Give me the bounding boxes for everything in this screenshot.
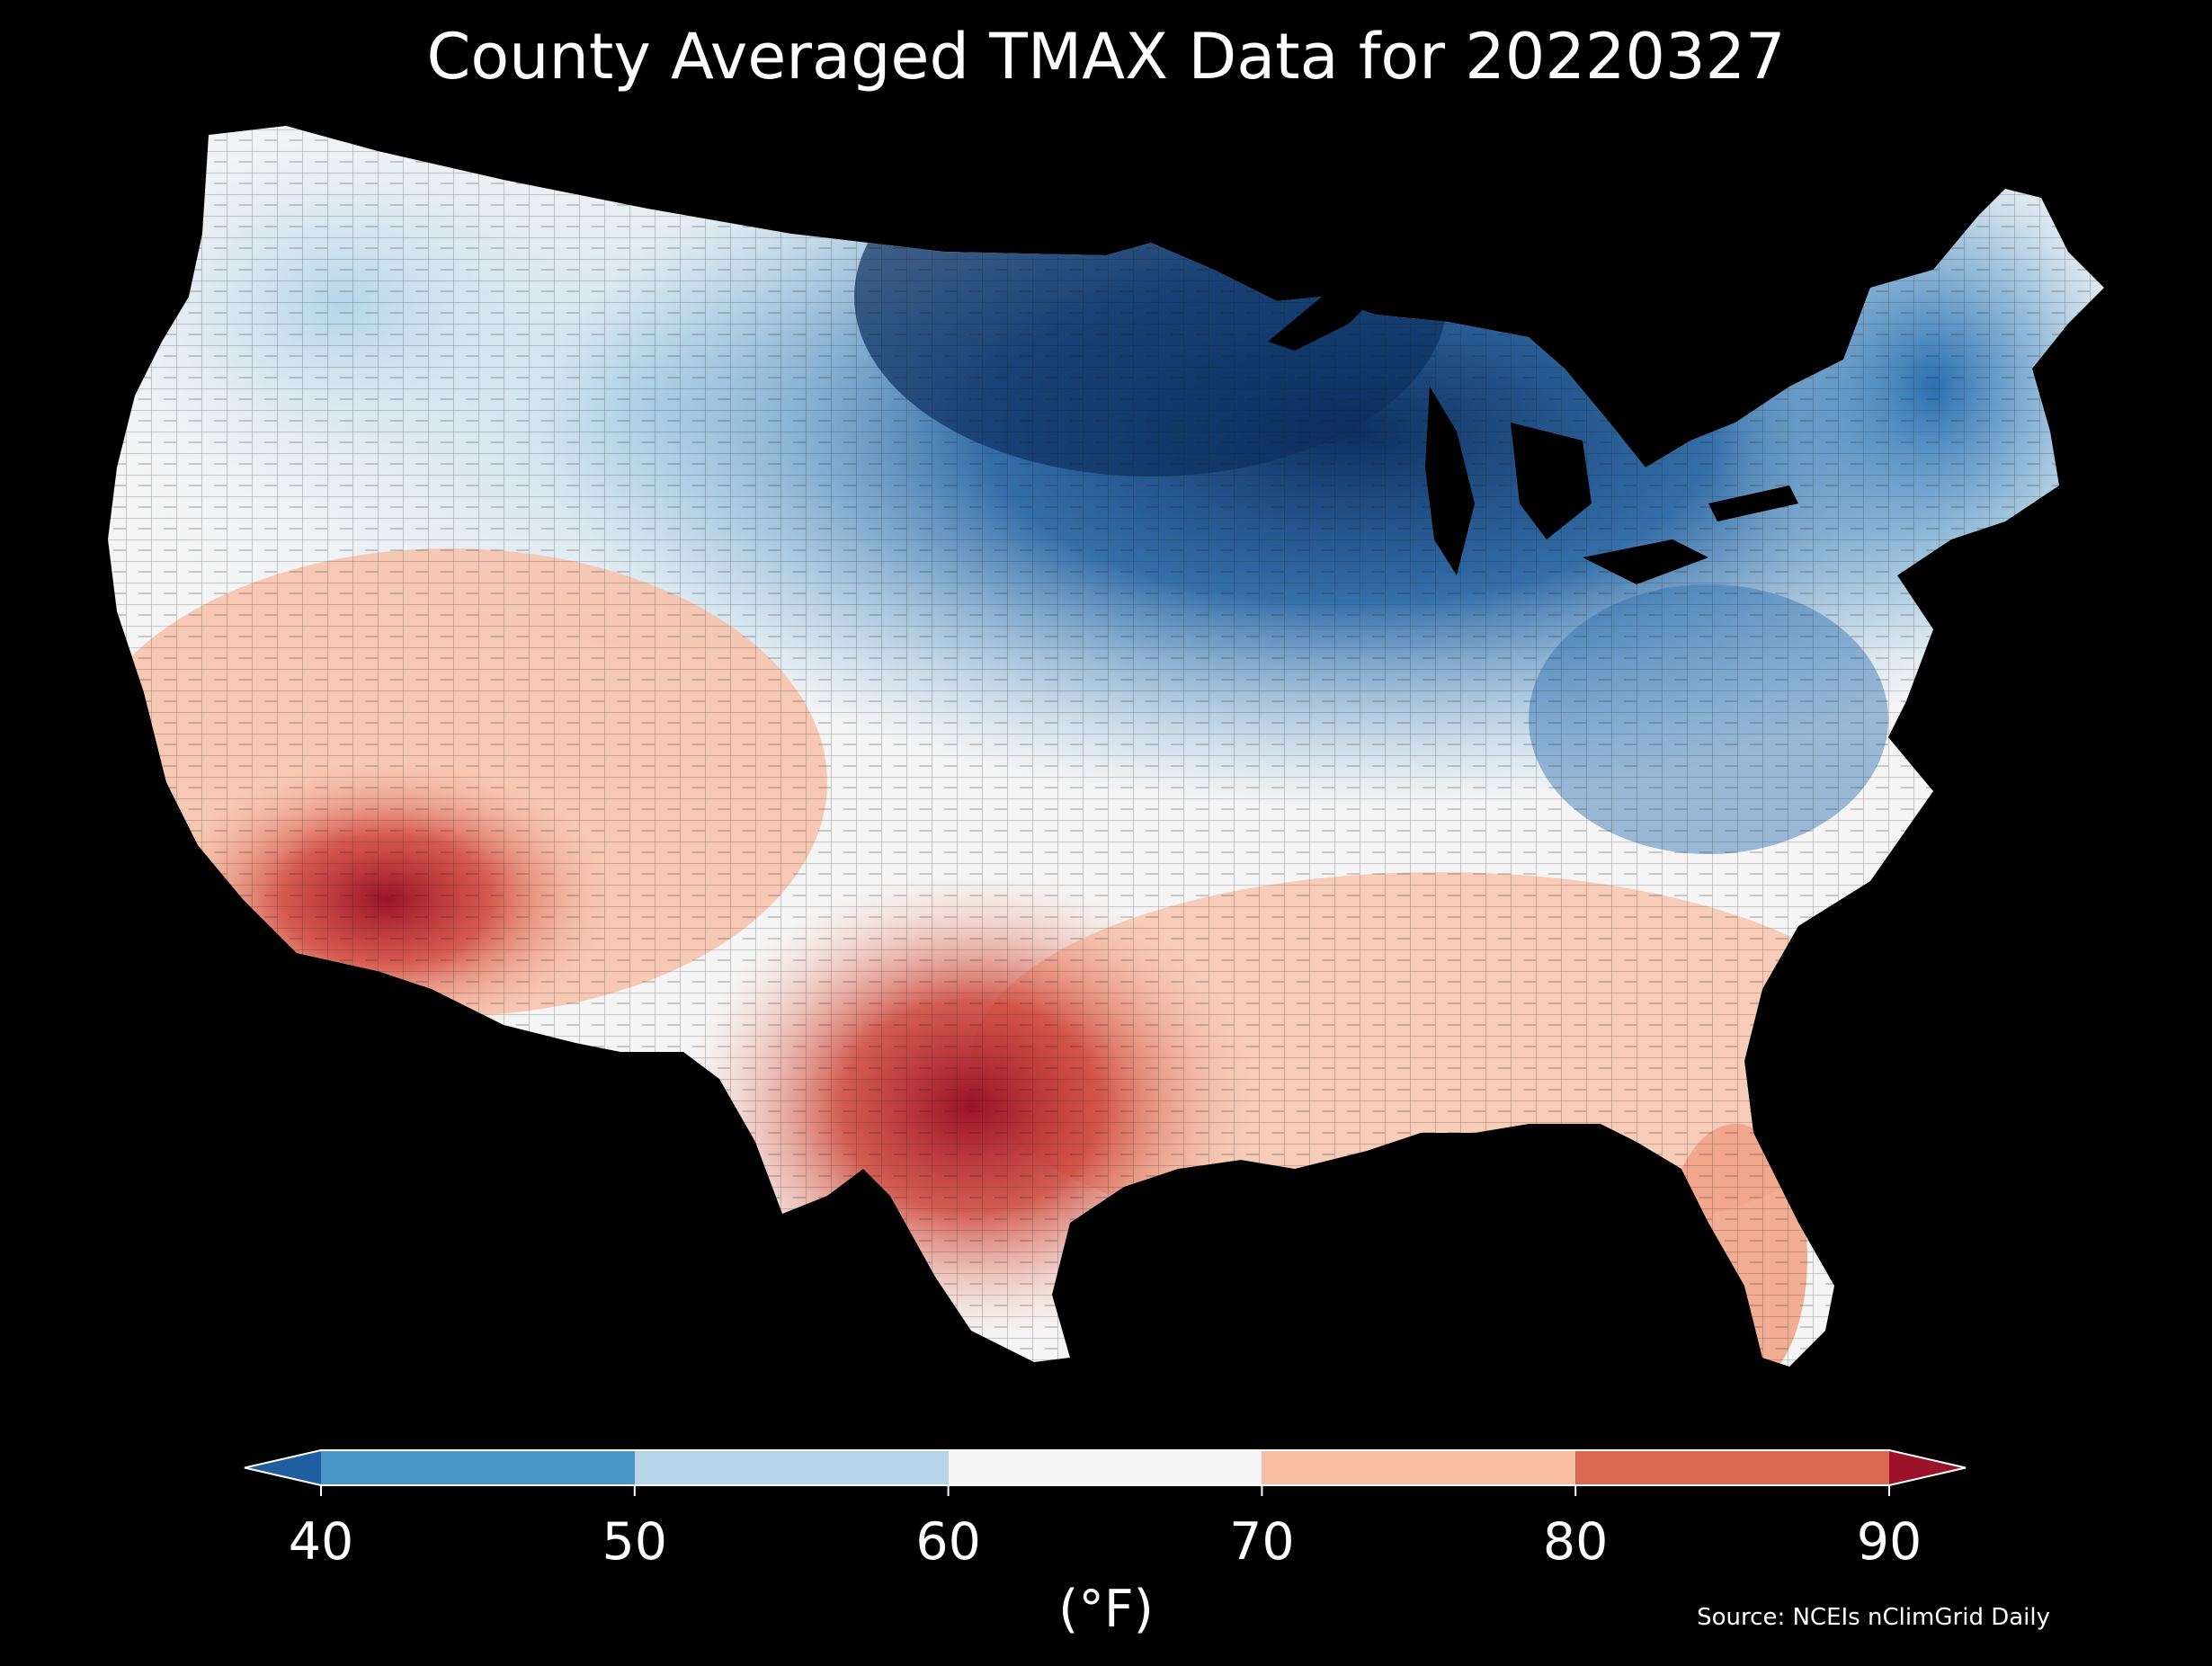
colorbar-tick-label: 50 bbox=[602, 1512, 668, 1572]
colorbar-tick-label: 80 bbox=[1542, 1512, 1609, 1572]
lake-erie bbox=[1583, 539, 1708, 584]
lake-huron bbox=[1511, 423, 1592, 539]
colorbar-under-arrow bbox=[245, 1450, 321, 1485]
colorbar-bin-40-50 bbox=[321, 1450, 635, 1485]
colorbar-bin-50-60 bbox=[634, 1450, 949, 1485]
colorbar-tick-label: 90 bbox=[1856, 1512, 1922, 1572]
great-lakes bbox=[1268, 297, 1798, 584]
lake-ontario bbox=[1708, 486, 1798, 521]
colorbar-bins bbox=[321, 1450, 1889, 1485]
colorbar-unit-label: (°F) bbox=[1058, 1580, 1154, 1639]
colorbar-over-arrow bbox=[1889, 1450, 1966, 1485]
lake-michigan bbox=[1425, 387, 1475, 575]
source-note: Source: NCEIs nClimGrid Daily bbox=[1697, 1604, 2050, 1631]
colorbar-tick-label: 60 bbox=[915, 1512, 981, 1572]
colorbar-tick-label: 70 bbox=[1229, 1512, 1295, 1572]
colorbar-bin-70-80 bbox=[1262, 1450, 1576, 1485]
colorbar-outline bbox=[244, 1449, 1967, 1486]
lake-superior bbox=[1268, 297, 1376, 351]
map-title: County Averaged TMAX Data for 20220327 bbox=[426, 20, 1786, 94]
colorbar-bin-60-70 bbox=[948, 1450, 1262, 1485]
colorbar-tick-label: 40 bbox=[288, 1512, 354, 1572]
colorbar-bin-80-90 bbox=[1575, 1450, 1889, 1485]
colorbar-tick-marks bbox=[320, 1485, 1890, 1496]
